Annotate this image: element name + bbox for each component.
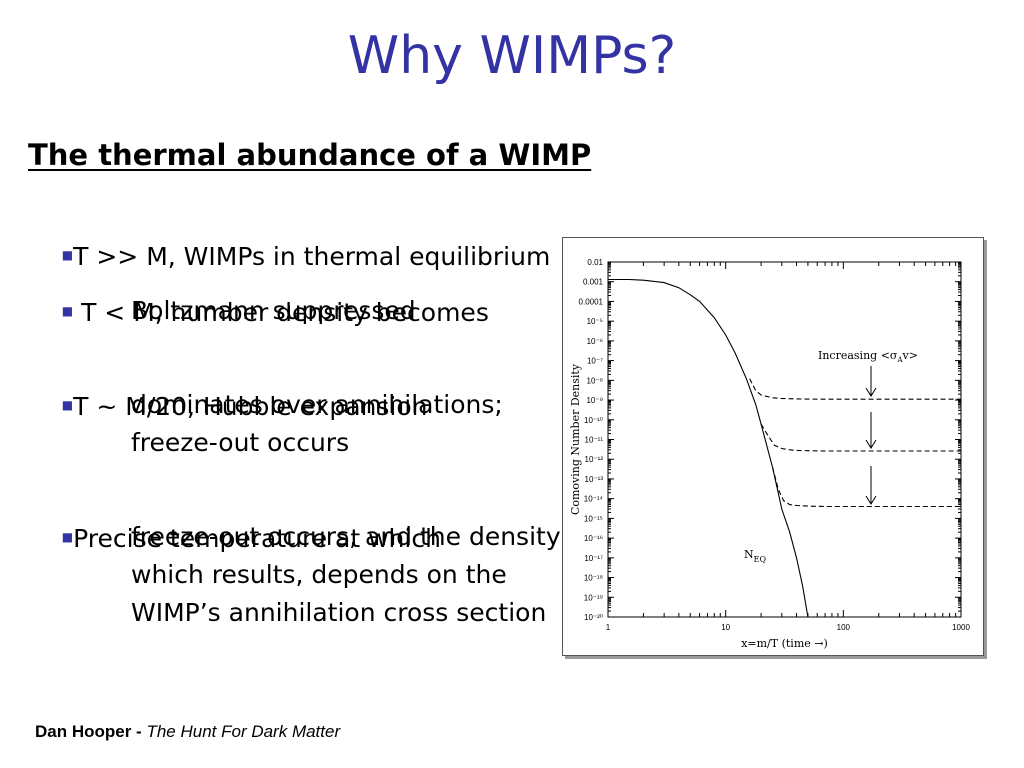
y-tick-label: 10⁻⁹ [586, 396, 603, 405]
footer-talk-title: The Hunt For Dark Matter [146, 722, 341, 741]
footer-author: Dan Hooper - [35, 722, 147, 741]
y-tick-label: 10⁻¹⁷ [584, 554, 603, 563]
arrowhead-icon [865, 495, 877, 505]
bullet-item-1: ■T >> M, WIMPs in thermal equilibrium [30, 198, 551, 314]
x-tick-label: 1 [606, 623, 611, 632]
bullet-marker: ■ [61, 248, 74, 262]
slide-title: Why WIMPs? [347, 26, 677, 86]
y-tick-label: 10⁻¹⁶ [584, 534, 603, 543]
freeze-out-curve-2 [760, 423, 961, 452]
plot-frame [607, 261, 962, 618]
bullet-1-line-1: T >> M, WIMPs in thermal equilibrium [73, 242, 551, 271]
y-tick-label: 10⁻⁵ [587, 317, 603, 326]
bullet-marker: ■ [61, 530, 74, 544]
slide-subtitle: The thermal abundance of a WIMP [28, 138, 592, 172]
y-tick-label: 10⁻¹⁴ [584, 495, 604, 504]
bullet-marker: ■ [61, 398, 74, 412]
bullet-marker: ■ [61, 304, 74, 318]
y-tick-label: 10⁻²⁰ [584, 613, 603, 622]
y-tick-label: 10⁻⁸ [587, 376, 604, 385]
arrowhead-icon [865, 439, 877, 449]
bullet-3-line-1: T ~ M/20, Hubble expansion [73, 392, 428, 421]
y-tick-label: 10⁻¹¹ [585, 436, 604, 445]
freeze-out-curve-1 [749, 378, 961, 400]
y-axis-label: Comoving Number Density [569, 363, 582, 515]
increasing-annotation: Increasing <σAv> [818, 349, 918, 364]
axis-ticks: 1 10 100 1000 0.01 0.001 0.0001 10⁻⁵ 10⁻⁶ 10⁻⁷ 10⁻… [579, 258, 971, 632]
freeze-out-chart: 1 10 100 1000 0.01 0.001 0.0001 10⁻⁵ 10⁻⁶ 10⁻⁷ 10⁻… [562, 237, 984, 656]
annotations: Increasing <σAv> NEQ [744, 349, 918, 564]
footer: Dan Hooper - The Hunt For Dark Matter [35, 722, 340, 742]
bullet-4-line-3: which results, depends on the [131, 560, 507, 589]
series-layer [608, 278, 961, 618]
x-tick-label: 1000 [952, 623, 970, 632]
bullet-4-line-2: freeze-out occurs, and the density [131, 522, 560, 551]
bullet-item-4: ■Precise temperature at which [30, 480, 441, 596]
bullet-2-line-2: Boltzmann suppressed [131, 296, 416, 325]
y-tick-label: 10⁻¹⁰ [584, 416, 603, 425]
y-tick-label: 10⁻¹⁵ [584, 514, 603, 523]
bullet-4-line-4: WIMP’s annihilation cross section [131, 598, 547, 627]
x-axis-label: x=m/T (time →) [741, 637, 828, 650]
bullet-3-line-2: dominates over annihilations; [131, 390, 503, 419]
equilibrium-curve [608, 278, 809, 618]
y-tick-label: 10⁻¹² [585, 455, 604, 464]
bullet-item-2: ■ T < M, number density becomes [30, 254, 489, 370]
bullet-list: ■T >> M, WIMPs in thermal equilibrium ■ … [30, 198, 560, 627]
y-tick-label: 0.01 [587, 258, 603, 267]
y-tick-label: 10⁻¹⁸ [584, 574, 603, 583]
y-tick-label: 0.001 [583, 278, 604, 287]
y-tick-label: 10⁻¹³ [585, 475, 604, 484]
arrowhead-icon [865, 387, 877, 397]
x-tick-label: 100 [837, 623, 851, 632]
y-tick-label: 0.0001 [579, 297, 604, 306]
neq-label: NEQ [744, 548, 766, 564]
bullet-item-3: ■T ~ M/20, Hubble expansion [30, 348, 428, 464]
y-tick-label: 10⁻⁶ [587, 337, 603, 346]
y-tick-label: 10⁻¹⁹ [584, 593, 603, 602]
bullet-3-line-3: freeze-out occurs [131, 428, 350, 457]
chart-canvas: 1 10 100 1000 0.01 0.001 0.0001 10⁻⁵ 10⁻⁶ 10⁻⁷ 10⁻… [569, 258, 971, 650]
x-tick-label: 10 [721, 623, 730, 632]
freeze-out-curve-3 [771, 466, 961, 508]
bullet-2-line-1: T < M, number density becomes [73, 298, 489, 327]
y-tick-label: 10⁻⁷ [587, 357, 603, 366]
bullet-4-line-1: Precise temperature at which [73, 524, 441, 553]
